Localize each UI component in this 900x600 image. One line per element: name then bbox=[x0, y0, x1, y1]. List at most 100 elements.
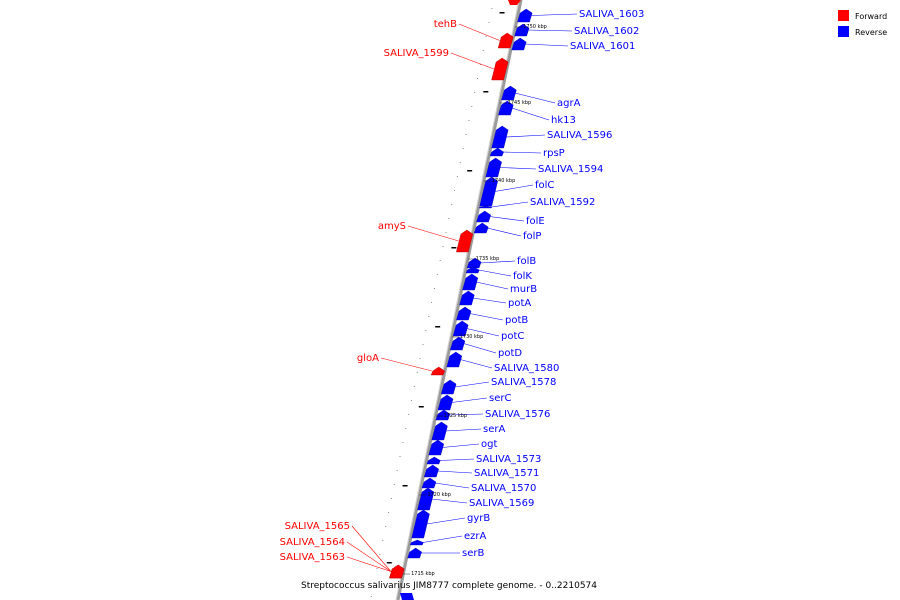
gene-connector-folK bbox=[478, 269, 512, 277]
gene-label-SALIVA_1565: SALIVA_1565 bbox=[285, 521, 350, 532]
gene-connector-gloA bbox=[380, 357, 433, 372]
gene-label-SALIVA_1573: SALIVA_1573 bbox=[476, 454, 541, 465]
reference-dot bbox=[482, 50, 484, 51]
gene-label-SALIVA_1563: SALIVA_1563 bbox=[280, 552, 345, 563]
gene-feature-SALIVA_1580 bbox=[446, 351, 463, 368]
gene-connector-agrA bbox=[514, 92, 556, 104]
genome-caption: Streptococcus salivarius JIM8777 complet… bbox=[301, 581, 597, 591]
gene-connector-SALIVA_1596 bbox=[505, 134, 546, 138]
gene-feature-SALIVA_1596 bbox=[491, 125, 509, 149]
reference-dot bbox=[431, 302, 433, 303]
gene-label-folK: folK bbox=[513, 271, 532, 282]
gene-label-SALIVA_1601: SALIVA_1601 bbox=[570, 41, 635, 52]
gene-connector-folC bbox=[494, 184, 534, 192]
reference-dot bbox=[425, 330, 427, 331]
reference-dot bbox=[477, 78, 479, 79]
gene-connector-folP bbox=[487, 227, 522, 237]
legend-forward-label: Forward bbox=[855, 12, 887, 21]
gene-connector-SALIVA_1602 bbox=[527, 29, 573, 32]
gene-connector-SALIVA_1565 bbox=[351, 525, 392, 572]
legend: Forward Reverse bbox=[838, 10, 887, 37]
gene-connector-SALIVA_1578 bbox=[454, 381, 490, 388]
gene-feature-partial-top bbox=[508, 0, 521, 5]
gene-feature-ezrA bbox=[409, 539, 424, 546]
gene-feature-agrA bbox=[501, 85, 517, 101]
gene-label-SALIVA_1570: SALIVA_1570 bbox=[471, 483, 536, 494]
gene-label-SALIVA_1596: SALIVA_1596 bbox=[547, 130, 612, 141]
gene-feature-potC bbox=[452, 320, 469, 337]
tick-mark bbox=[451, 247, 457, 249]
gene-connector-folE bbox=[489, 216, 525, 222]
gene-connector-rpsP bbox=[502, 151, 542, 154]
gene-label-SALIVA_1569: SALIVA_1569 bbox=[469, 498, 534, 509]
tick-mark bbox=[402, 485, 408, 487]
reference-dot bbox=[408, 414, 410, 415]
gene-label-ogt: ogt bbox=[481, 439, 497, 450]
gene-label-SALIVA_1594: SALIVA_1594 bbox=[538, 164, 603, 175]
gene-connector-SALIVA_1601 bbox=[524, 43, 569, 47]
gene-label-potD: potD bbox=[498, 348, 522, 359]
reference-dot bbox=[370, 596, 372, 597]
gene-labels: SALIVA_1603 SALIVA_1602 SALIVA_1601 agrA hk1… bbox=[280, 9, 644, 572]
gene-label-folE: folE bbox=[526, 216, 545, 227]
tick-mark bbox=[418, 406, 424, 408]
gene-connector-potB bbox=[469, 313, 504, 321]
gene-features bbox=[389, 0, 533, 600]
reference-dot bbox=[413, 386, 415, 387]
reference-dot bbox=[416, 372, 418, 373]
gene-label-SALIVA_1571: SALIVA_1571 bbox=[474, 468, 539, 479]
scale-tick-label: 1730 kbp bbox=[460, 334, 484, 340]
reference-dot bbox=[433, 288, 435, 289]
gene-feature-gloA bbox=[430, 366, 446, 376]
reference-dot bbox=[436, 274, 438, 275]
gene-connector-SALIVA_1580 bbox=[460, 359, 493, 369]
gene-feature-hk13 bbox=[498, 100, 514, 116]
scale-tick-label: 1725 kbp bbox=[444, 413, 468, 419]
gene-label-ezrA: ezrA bbox=[464, 531, 487, 542]
gene-label-potB: potB bbox=[505, 315, 528, 326]
reference-dot bbox=[422, 344, 424, 345]
gene-label-SALIVA_1602: SALIVA_1602 bbox=[574, 26, 639, 37]
reference-dot bbox=[451, 204, 453, 205]
gene-connector-folB bbox=[480, 260, 516, 264]
gene-feature-SALIVA_1571 bbox=[423, 464, 439, 478]
gene-feature-SALIVA_1578 bbox=[440, 379, 457, 395]
gene-feature-SALIVA_1594 bbox=[485, 157, 502, 178]
gene-label-amyS: amyS bbox=[378, 221, 406, 232]
reference-dot bbox=[411, 400, 412, 401]
gene-feature-potD bbox=[449, 336, 466, 351]
gene-label-murB: murB bbox=[510, 284, 537, 295]
gene-feature-potB bbox=[456, 306, 472, 321]
tick-mark bbox=[467, 170, 473, 172]
gene-feature-gyrB bbox=[411, 509, 430, 539]
reference-dot bbox=[465, 134, 467, 135]
gene-label-serA: serA bbox=[483, 424, 505, 435]
reference-dot bbox=[454, 190, 456, 191]
tick-mark bbox=[483, 91, 489, 93]
reference-dot bbox=[471, 106, 473, 107]
gene-feature-folB bbox=[466, 257, 482, 269]
reference-dot bbox=[402, 442, 404, 443]
gene-feature-SALIVA_1563 bbox=[389, 564, 405, 579]
reference-dot bbox=[456, 176, 458, 177]
gene-feature-potA bbox=[459, 290, 475, 306]
tick-mark bbox=[499, 12, 505, 14]
gene-connector-SALIVA_1564 bbox=[346, 541, 392, 572]
gene-feature-folC bbox=[479, 176, 498, 207]
gene-label-potA: potA bbox=[508, 298, 531, 309]
gene-feature-tehB bbox=[497, 32, 514, 49]
reference-dot bbox=[393, 484, 395, 485]
gene-label-tehB: tehB bbox=[434, 19, 457, 30]
gene-feature-serA bbox=[431, 421, 448, 441]
gene-label-serC: serC bbox=[489, 393, 511, 404]
gene-feature-SALIVA_1599 bbox=[491, 57, 509, 81]
gene-connector-potC bbox=[466, 328, 500, 337]
gene-label-SALIVA_1603: SALIVA_1603 bbox=[579, 9, 644, 20]
legend-reverse-label: Reverse bbox=[855, 28, 887, 37]
reference-dot bbox=[373, 582, 375, 583]
gene-label-SALIVA_1599: SALIVA_1599 bbox=[384, 48, 449, 59]
scale-tick-label: 1735 kbp bbox=[476, 256, 500, 262]
gene-connector-ogt bbox=[442, 443, 480, 448]
gene-feature-serC bbox=[437, 394, 454, 411]
gene-connector-potA bbox=[472, 297, 507, 304]
